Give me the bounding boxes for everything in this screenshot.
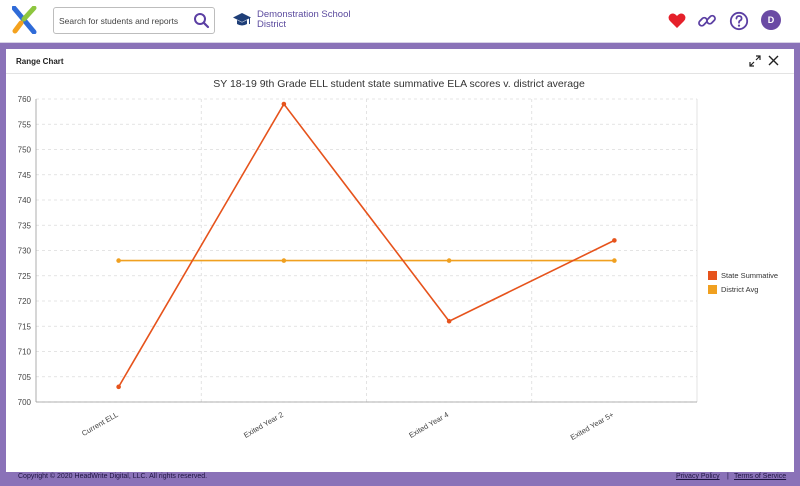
y-tick-label: 715 — [18, 322, 32, 331]
legend-swatch — [708, 271, 717, 280]
search-input[interactable] — [59, 13, 187, 29]
privacy-policy-link[interactable]: Privacy Policy — [676, 473, 720, 480]
close-icon[interactable] — [767, 54, 780, 67]
y-tick-label: 755 — [18, 120, 32, 129]
line-chart: 700 705 710 715 720 725 730 735 740 745 750 755 760 C… — [18, 95, 698, 442]
data-point-state-summative — [281, 101, 287, 107]
legend-swatch — [708, 285, 717, 294]
y-tick-label: 745 — [18, 171, 32, 180]
data-point-state-summative — [612, 238, 617, 243]
data-point-state-summative — [446, 318, 452, 324]
y-tick-label: 705 — [18, 373, 32, 382]
legend-item-state-summative[interactable]: State Summative — [708, 269, 793, 283]
data-point-district-avg — [612, 258, 617, 263]
chart-axes: 700 705 710 715 720 725 730 735 740 745 750 755 760 C… — [18, 95, 697, 442]
user-avatar[interactable]: D — [761, 10, 781, 30]
chart-legend: State Summative District Avg — [708, 269, 793, 297]
help-icon[interactable] — [729, 11, 749, 31]
chart-title: SY 18-19 9th Grade ELL student state sum… — [213, 78, 585, 90]
top-header: Demonstration School District D — [0, 0, 800, 43]
legend-label: District Avg — [721, 285, 759, 294]
x-tick-label: Exited Year 2 — [242, 410, 285, 440]
terms-of-service-link[interactable]: Terms of Service — [734, 473, 787, 480]
chart-grid — [36, 98, 698, 403]
legend-item-district-avg[interactable]: District Avg — [708, 283, 793, 297]
x-tick-label: Current ELL — [80, 410, 120, 438]
y-tick-label: 760 — [18, 95, 32, 104]
link-icon[interactable] — [697, 11, 717, 31]
y-tick-label: 735 — [18, 221, 32, 230]
copyright-text: Copyright © 2020 HeadWrite Digital, LLC.… — [18, 473, 208, 480]
page-footer: Copyright © 2020 HeadWrite Digital, LLC.… — [0, 472, 800, 486]
data-point-district-avg — [116, 258, 121, 263]
search-icon[interactable] — [193, 12, 210, 29]
y-tick-label: 725 — [18, 272, 32, 281]
app-logo[interactable] — [12, 6, 38, 34]
graduation-cap-icon — [233, 13, 251, 26]
y-tick-label: 750 — [18, 146, 32, 155]
panel-title: Range Chart — [16, 57, 64, 66]
expand-icon[interactable] — [749, 55, 761, 67]
y-tick-label: 700 — [18, 398, 32, 407]
legend-label: State Summative — [721, 271, 779, 280]
y-tick-label: 720 — [18, 297, 32, 306]
footer-separator: | — [727, 473, 729, 480]
y-tick-label: 710 — [18, 348, 32, 357]
x-tick-label: Exited Year 5+ — [569, 410, 616, 442]
panel-header: Range Chart — [6, 49, 794, 74]
range-chart-panel: Range Chart SY 18-19 9th Grade ELL stude… — [6, 49, 794, 472]
data-point-district-avg — [446, 258, 452, 263]
search-box[interactable] — [53, 7, 215, 34]
heart-icon[interactable] — [667, 11, 687, 31]
series-line-state-summative — [117, 102, 615, 388]
data-point-state-summative — [116, 384, 121, 390]
y-tick-label: 730 — [18, 247, 32, 256]
school-name[interactable]: Demonstration School District — [257, 9, 351, 30]
data-point-district-avg — [281, 258, 287, 263]
x-tick-label: Exited Year 4 — [407, 410, 450, 440]
y-tick-label: 740 — [18, 196, 32, 205]
chart-series — [116, 101, 617, 390]
